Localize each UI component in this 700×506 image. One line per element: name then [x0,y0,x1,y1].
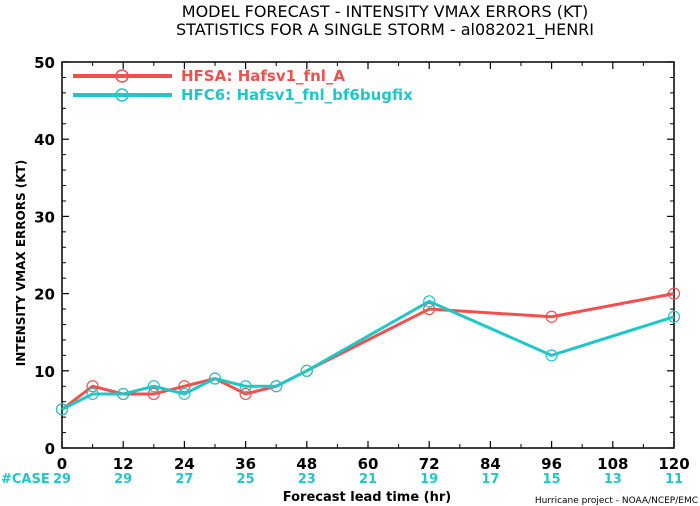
legend-label: HFSA: Hafsv1_fnl_A [181,67,345,85]
series-1 [55,287,681,416]
case-count: 27 [175,472,193,487]
data-point [667,310,681,323]
data-point [86,380,99,393]
case-count: 19 [420,472,438,487]
plot-frame [61,61,675,449]
chart-title: MODEL FORECAST - INTENSITY VMAX ERRORS (… [182,2,588,21]
x-tick-label: 36 [235,455,256,473]
series-layer [55,287,681,416]
data-point [300,364,313,377]
ticks: 0 12 24 36 48 60 72 84 96 108 120 0 10 20 30 40 50 [34,54,690,473]
data-point [270,380,283,393]
series-2 [55,295,681,416]
x-tick-label: 84 [480,455,501,473]
x-tick-label: 48 [296,455,317,473]
data-point [178,380,191,393]
case-count: 15 [543,472,561,487]
legend-label: HFC6: Hafsv1_fnl_bf6bugfix [181,86,413,104]
x-axis-label: Forecast lead time (hr) [283,490,451,505]
x-tick-label: 0 [57,455,67,473]
y-tick-label: 10 [34,363,55,381]
cases-row: #CASE 29 29 27 25 23 21 19 17 15 13 11 [1,472,683,487]
x-tick-label: 24 [174,455,195,473]
case-count: 29 [53,472,71,487]
x-tick-label: 120 [658,455,689,473]
data-point [423,302,436,316]
axes [61,61,675,449]
data-point [423,295,436,308]
y-tick-label: 0 [45,440,55,458]
y-tick-label: 50 [34,54,55,72]
data-point [545,310,558,323]
legend-swatch-marker [115,88,129,102]
data-point [178,387,191,401]
data-point [117,387,130,401]
legend-entry-2: HFC6: Hafsv1_fnl_bf6bugfix [73,86,413,104]
y-tick-label: 20 [34,286,55,304]
x-tick-label: 72 [419,455,440,473]
case-label: #CASE [1,472,50,487]
chart-subtitle: STATISTICS FOR A SINGLE STORM - al082021… [176,20,594,40]
y-tick-label: 40 [34,131,55,149]
data-point [147,380,160,393]
credit-text: Hurricane project - NOAA/NCEP/EMC [535,496,698,506]
x-tick-label: 12 [113,455,134,473]
x-tick-label: 60 [358,455,379,473]
y-axis-label: INTENSITY VMAX ERRORS (KT) [14,160,28,366]
case-count: 13 [604,472,622,487]
case-count: 29 [114,472,132,487]
case-count: 17 [481,472,499,487]
data-point [239,380,252,393]
x-tick-label: 108 [597,455,628,473]
case-count: 23 [298,472,316,487]
data-point [86,387,99,401]
data-point [55,403,69,416]
data-point [208,372,222,385]
data-point [239,387,252,401]
data-point [545,349,558,362]
y-tick-label: 30 [34,208,55,226]
case-count: 21 [359,472,377,487]
x-tick-label: 96 [541,455,562,473]
data-point [147,387,160,401]
legend-swatch-marker [115,69,129,83]
data-point [667,287,681,300]
legend-entry-1: HFSA: Hafsv1_fnl_A [73,67,345,85]
case-count: 25 [237,472,255,487]
case-count: 11 [665,472,683,487]
